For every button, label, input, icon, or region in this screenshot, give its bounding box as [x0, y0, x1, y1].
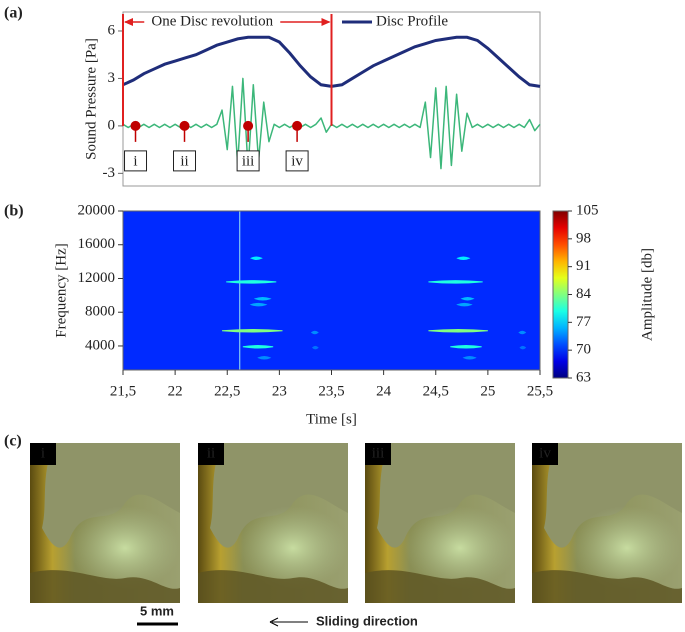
contact-patch: [572, 506, 682, 590]
colorbar: [552, 210, 569, 379]
marker: [243, 120, 254, 131]
scale-label: 5 mm: [140, 603, 174, 618]
arrow-head: [269, 617, 279, 627]
marker-label: i: [133, 153, 137, 169]
marker-label: iii: [242, 153, 255, 169]
micrograph: ii: [198, 443, 348, 603]
spectral-streak: [460, 296, 475, 301]
label-box: [365, 443, 391, 465]
y-axis-label: Frequency [Hz]: [53, 243, 69, 338]
colorbar-tick-label: 105: [576, 202, 599, 218]
colorbar-tick-label: 98: [576, 230, 591, 246]
spectral-streak: [310, 330, 319, 335]
marker: [179, 120, 190, 131]
y-axis-label: Sound Pressure [Pa]: [83, 38, 99, 160]
spectral-streak: [519, 345, 527, 350]
x-tick-label: 23: [272, 383, 287, 399]
spectral-streak: [257, 356, 272, 360]
x-tick-label: 24: [376, 383, 392, 399]
image-label: iv: [539, 445, 551, 461]
colorbar-tick-label: 70: [576, 342, 591, 358]
panel-label: (a): [4, 5, 23, 22]
wear-debris: [377, 443, 515, 548]
spectral-streak: [450, 345, 482, 349]
y-tick-label: 3: [108, 70, 116, 86]
contact-patch: [70, 506, 180, 590]
marker-box: [236, 150, 260, 172]
colorbar-label: Amplitude [db]: [639, 248, 655, 341]
image-label: i: [41, 445, 45, 461]
legend-label: Disc Profile: [376, 13, 448, 29]
y-tick-label: 6: [108, 22, 116, 38]
spectral-streak: [226, 280, 277, 284]
spectral-streak: [456, 256, 471, 260]
marker-box: [285, 150, 309, 172]
micrograph: iii: [365, 443, 515, 603]
y-tick-label: 8000: [85, 304, 115, 320]
spectral-streak: [249, 302, 268, 307]
marker: [130, 120, 141, 131]
marker-box: [124, 150, 148, 172]
spectral-streak: [428, 329, 488, 333]
spectral-streak: [428, 280, 483, 284]
marker-box: [173, 150, 197, 172]
y-tick-label: 16000: [78, 236, 116, 252]
x-tick-label: 22,5: [214, 383, 240, 399]
contact-patch: [238, 506, 348, 590]
marker: [292, 120, 303, 131]
y-tick-label: 4000: [85, 337, 115, 353]
spectral-streak: [242, 345, 274, 349]
x-tick-label: 24,5: [423, 383, 449, 399]
marker-label: iv: [291, 153, 303, 169]
contact-patch: [405, 506, 515, 590]
x-tick-label: 22: [168, 383, 183, 399]
spectral-streak: [250, 256, 263, 260]
colorbar-tick-label: 84: [576, 286, 592, 302]
panel-label: (c): [4, 433, 22, 450]
spectral-streak: [456, 302, 473, 307]
label-box: [532, 443, 558, 465]
y-tick-label: -3: [103, 165, 116, 181]
dark-edge: [30, 570, 180, 603]
label-box: [30, 443, 56, 465]
dark-edge: [198, 570, 348, 603]
dark-edge: [365, 570, 515, 603]
colorbar-tick-label: 63: [576, 369, 591, 385]
direction-label: Sliding direction: [316, 613, 418, 628]
y-tick-label: 20000: [78, 202, 116, 218]
wear-debris: [210, 443, 348, 548]
panel-label: (b): [4, 203, 24, 220]
x-tick-label: 23,5: [318, 383, 344, 399]
wear-debris: [42, 443, 180, 548]
spectral-streak: [462, 356, 477, 360]
label-box: [198, 443, 224, 465]
colorbar-tick-label: 91: [576, 258, 591, 274]
marker-label: ii: [180, 153, 188, 169]
spectrogram-background: [123, 211, 540, 370]
x-tick-label: 25: [480, 383, 495, 399]
wear-debris: [544, 443, 682, 548]
image-label: ii: [207, 445, 215, 461]
revolution-label: One Disc revolution: [151, 13, 273, 29]
spectral-streak: [221, 329, 283, 333]
micrograph: i: [30, 443, 180, 603]
image-label: iii: [372, 445, 385, 461]
y-tick-label: 12000: [78, 270, 116, 286]
x-axis-label: Time [s]: [306, 411, 357, 427]
x-tick-label: 25,5: [527, 383, 553, 399]
label-bg: [144, 13, 281, 31]
spectral-streak: [255, 296, 272, 301]
spectral-streak: [518, 330, 527, 335]
y-tick-label: 0: [108, 117, 116, 133]
spectral-streak: [312, 345, 319, 350]
x-tick-label: 21,5: [110, 383, 136, 399]
dark-edge: [532, 570, 682, 603]
micrograph: iv: [532, 443, 682, 603]
colorbar-tick-label: 77: [576, 314, 592, 330]
